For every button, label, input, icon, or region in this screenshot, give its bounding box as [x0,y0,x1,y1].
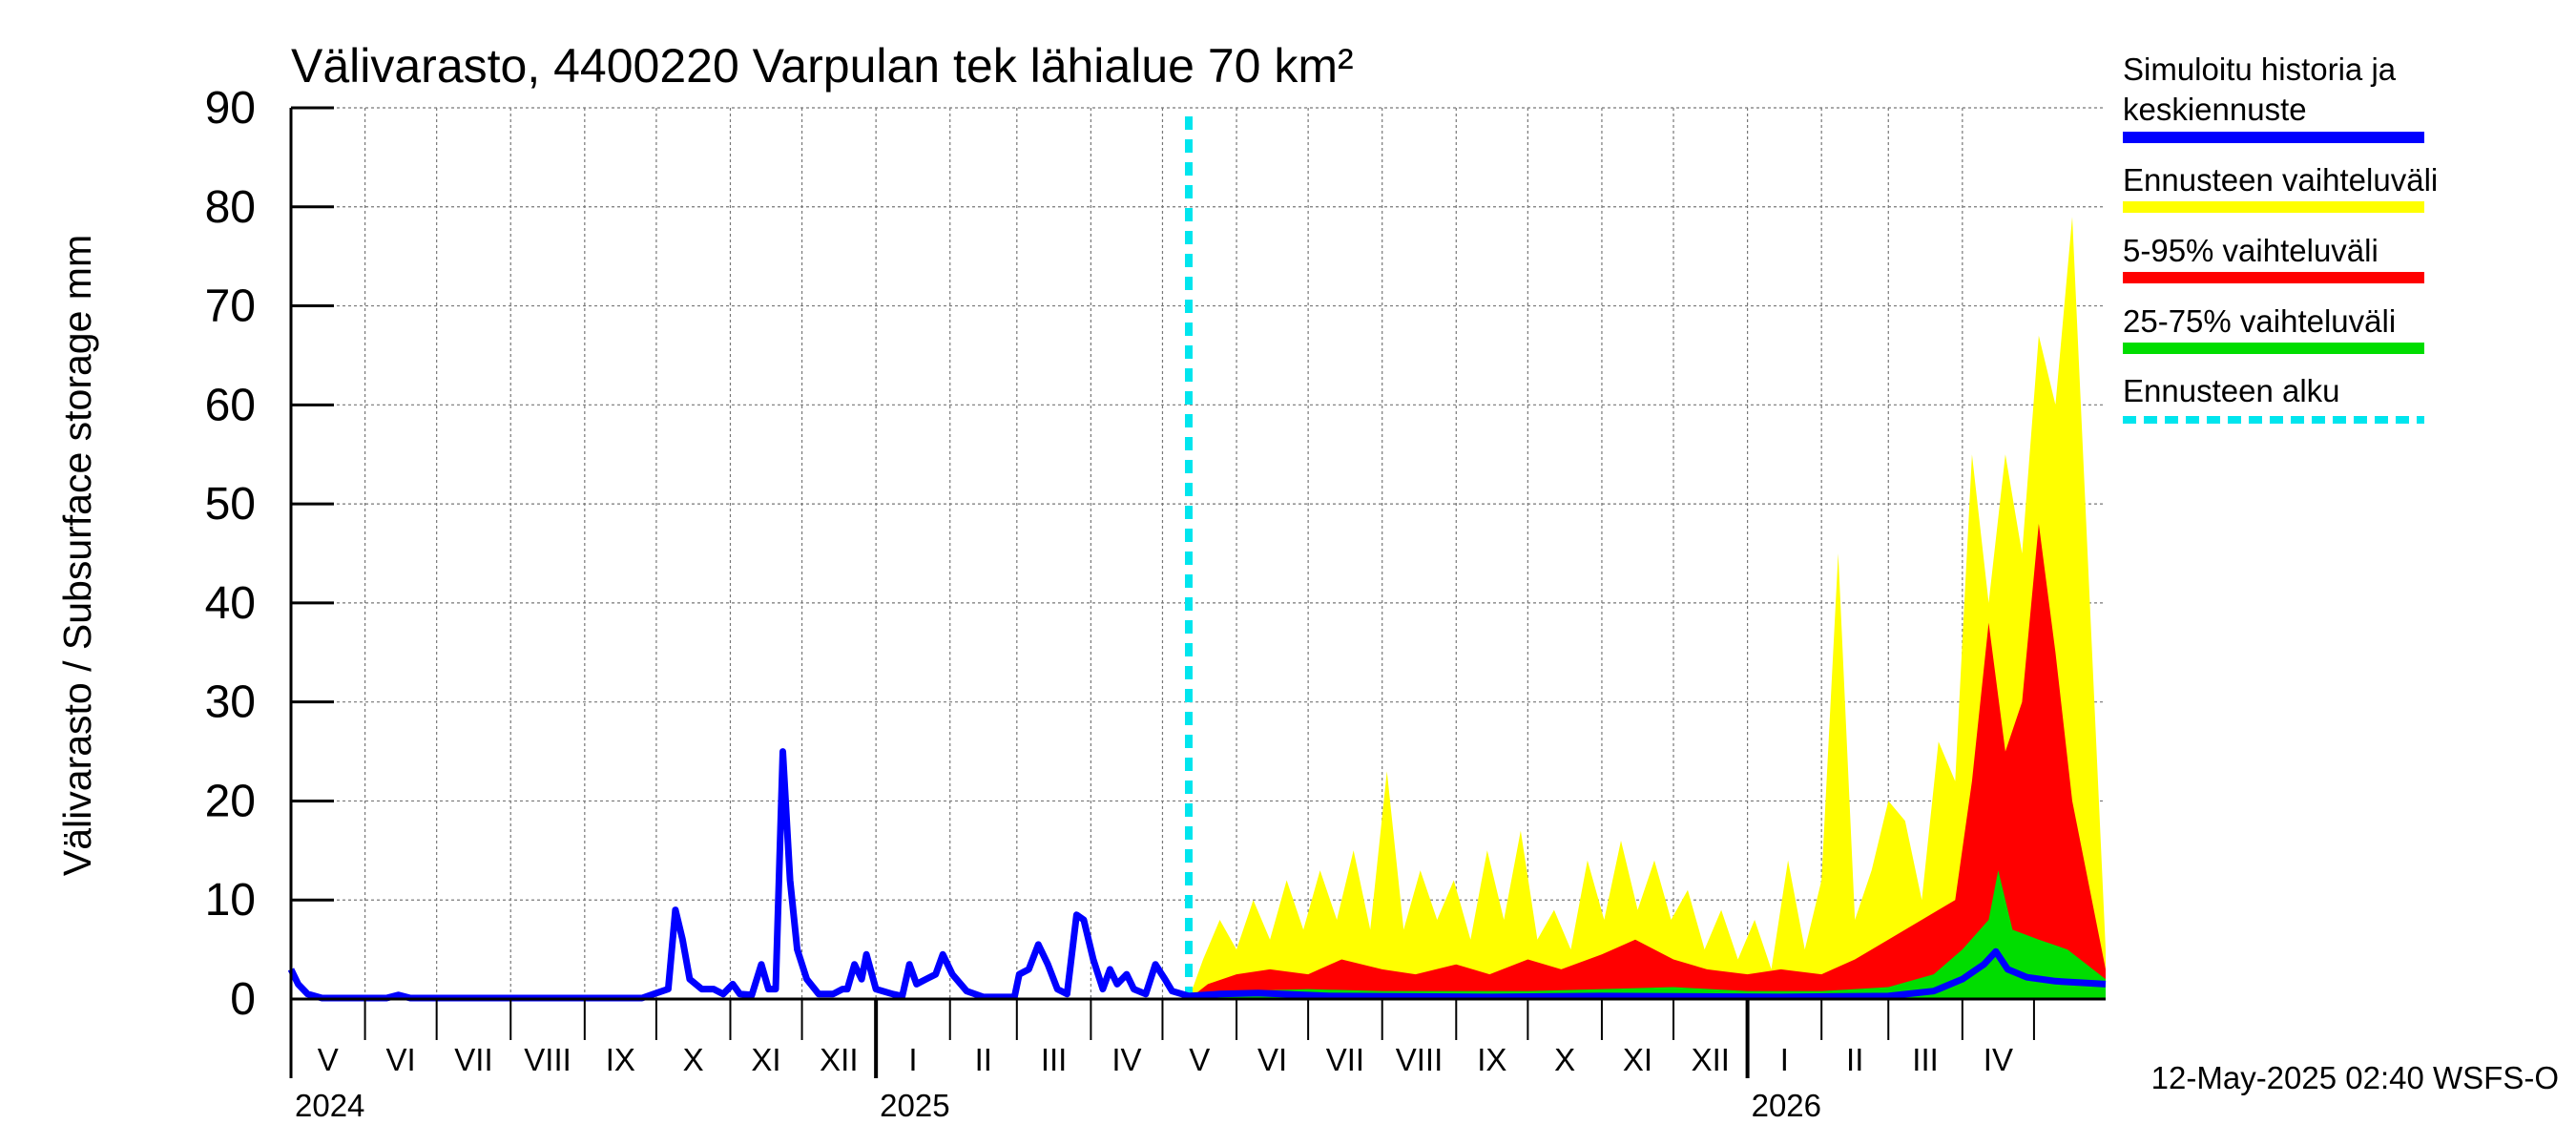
month-label: X [683,1042,704,1077]
month-label: V [1189,1042,1210,1077]
legend-label: 5-95% vaihteluväli [2123,233,2379,268]
month-label: VII [454,1042,492,1077]
legend-label: 25-75% vaihteluväli [2123,303,2396,339]
month-label: IX [1477,1042,1506,1077]
y-tick-label: 70 [205,281,256,332]
month-label: III [1041,1042,1068,1077]
y-tick-label: 10 [205,875,256,926]
month-label: V [318,1042,339,1077]
month-label: VII [1326,1042,1364,1077]
y-tick-label: 90 [205,83,256,134]
axes [289,106,2106,1078]
month-label: XI [1623,1042,1652,1077]
month-label: II [975,1042,992,1077]
month-label: VI [386,1042,416,1077]
y-tick-label: 30 [205,677,256,728]
month-label: XII [1692,1042,1730,1077]
month-label: VIII [1396,1042,1444,1077]
mean-line [287,116,2107,1002]
month-label: VIII [524,1042,571,1077]
month-label: XII [820,1042,858,1077]
grid [291,107,2106,999]
year-label: 2025 [880,1088,949,1123]
month-label: IV [1111,1042,1141,1077]
y-axis-label: Välivarasto / Subsurface storage mm [55,235,99,876]
month-label: XI [751,1042,780,1077]
band-25-75-vaihteluv-li [1189,870,2106,999]
series-line [287,748,2107,1002]
month-label: I [908,1042,917,1077]
y-tick-label: 80 [205,182,256,233]
legend-label-line: Simuloitu historia ja [2123,52,2397,87]
month-label: II [1846,1042,1863,1077]
legend-label: Ennusteen alku [2123,373,2340,408]
legend-label: Ennusteen vaihteluväli [2123,162,2438,198]
footer-timestamp: 12-May-2025 02:40 WSFS-O [2151,1060,2559,1095]
y-tick-label: 60 [205,380,256,430]
month-label: X [1554,1042,1575,1077]
y-tick-label: 50 [205,479,256,530]
y-tick-label: 20 [205,776,256,826]
month-label: III [1912,1042,1939,1077]
chart-title: Välivarasto, 4400220 Varpulan tek lähial… [291,39,1354,93]
y-tick-label: 40 [205,578,256,629]
year-label: 2026 [1752,1088,1821,1123]
month-label: I [1780,1042,1789,1077]
month-label: IX [606,1042,635,1077]
legend: Simuloitu historia ja keskiennuste Ennuste… [2123,52,2438,424]
y-tick-label: 0 [230,974,256,1025]
forecast-bands [1189,217,2106,999]
month-label: IV [1984,1042,2013,1077]
year-label: 2024 [295,1088,364,1123]
month-label: VI [1257,1042,1287,1077]
legend-label: Simuloitu historia ja keskiennuste [2123,52,2397,127]
legend-label-line: keskiennuste [2123,92,2307,127]
